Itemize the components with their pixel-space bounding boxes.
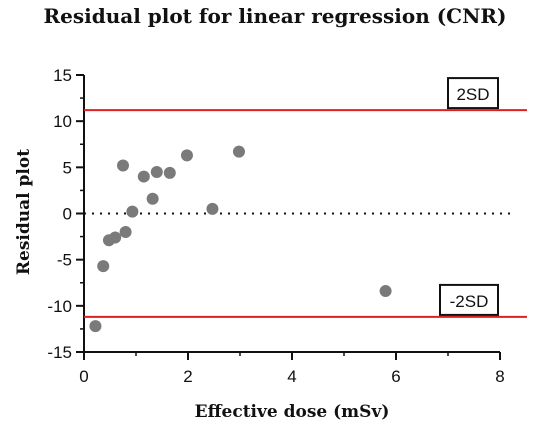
data-point bbox=[117, 159, 129, 172]
data-point bbox=[126, 205, 139, 218]
data-point bbox=[89, 320, 102, 333]
x-tick-label: 8 bbox=[495, 367, 504, 386]
data-point bbox=[109, 231, 122, 244]
data-point bbox=[163, 166, 176, 179]
reference-label: 2SD bbox=[456, 85, 489, 104]
y-tick-label: 5 bbox=[63, 158, 72, 177]
data-point bbox=[232, 145, 245, 158]
chart-title: Residual plot for linear regression (CNR… bbox=[43, 4, 507, 28]
reference-label-box bbox=[447, 77, 499, 110]
x-tick-label: 2 bbox=[183, 367, 192, 386]
x-tick-label: 4 bbox=[287, 367, 296, 386]
reference-label: -2SD bbox=[450, 292, 489, 311]
y-tick-label: 15 bbox=[53, 66, 72, 85]
data-point bbox=[379, 285, 392, 298]
x-axis-label: Effective dose (mSv) bbox=[194, 402, 390, 422]
y-tick-label: -10 bbox=[47, 297, 72, 316]
y-tick-label: -15 bbox=[47, 343, 72, 362]
reference-label-box bbox=[439, 283, 499, 316]
y-tick-label: -5 bbox=[57, 251, 72, 270]
data-point bbox=[180, 149, 193, 162]
data-point bbox=[206, 202, 219, 215]
x-tick-label: 6 bbox=[391, 367, 400, 386]
data-point bbox=[150, 165, 163, 178]
data-point bbox=[146, 192, 159, 205]
data-point bbox=[137, 170, 150, 183]
x-tick-label: 0 bbox=[79, 367, 88, 386]
y-tick-label: 10 bbox=[53, 112, 72, 131]
data-point bbox=[119, 225, 132, 238]
data-point bbox=[97, 260, 110, 273]
y-tick-label: 0 bbox=[63, 205, 72, 224]
